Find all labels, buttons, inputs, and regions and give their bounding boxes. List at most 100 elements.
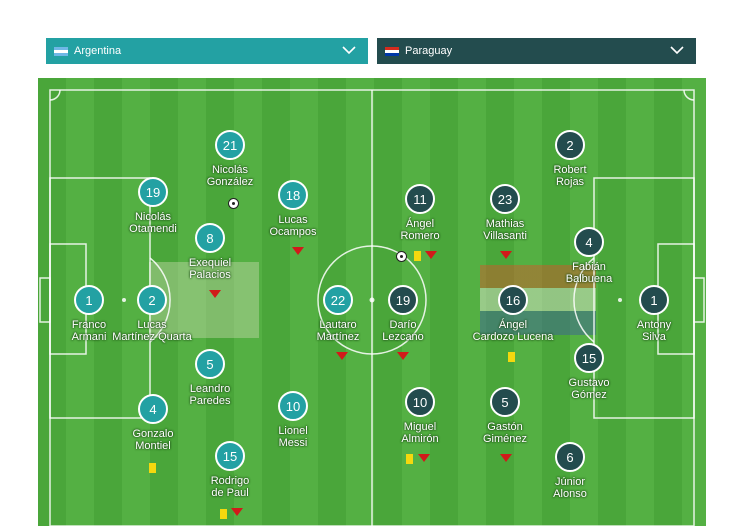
yellow-card-icon (508, 352, 515, 362)
chevron-down-icon (670, 46, 684, 55)
paraguay-flag-icon (385, 46, 399, 56)
player-last-name: Gómez (571, 389, 607, 401)
player-first-name: Ángel (405, 218, 435, 230)
player-number: 1 (639, 285, 669, 315)
substitution-off-icon (292, 247, 304, 255)
player-name: Júnior Alonso (510, 476, 630, 500)
player-first-name: Leandro (189, 383, 231, 395)
player-number: 5 (490, 387, 520, 417)
player-last-name: de Paul (211, 487, 249, 499)
player-number: 10 (405, 387, 435, 417)
substitution-off-icon (500, 251, 512, 259)
player-name: Leandro Paredes (150, 383, 270, 407)
player-number: 19 (138, 177, 168, 207)
player-first-name: Nicolás (134, 211, 172, 223)
player-number: 22 (323, 285, 353, 315)
yellow-card-icon (220, 509, 227, 519)
argentina-flag-icon (54, 46, 68, 56)
player-last-name: Otamendi (129, 223, 177, 235)
player-number: 6 (555, 442, 585, 472)
substitution-off-icon (500, 454, 512, 462)
home-team-selector[interactable]: Argentina (46, 38, 368, 64)
player-number: 15 (574, 343, 604, 373)
player-name: Lucas Martínez Quarta (92, 319, 212, 343)
player-last-name: Martínez (316, 331, 360, 343)
substitution-off-icon (209, 290, 221, 298)
player-name: Franco Armani (29, 319, 149, 343)
player-last-name: Martínez Quarta (112, 331, 192, 343)
player-last-name: Rojas (555, 176, 585, 188)
player-first-name: Lucas (278, 214, 308, 226)
player-name: Darío Lezcano (343, 319, 463, 343)
player-first-name: Gonzalo (132, 428, 174, 440)
player-last-name: Messi (278, 437, 308, 449)
player-name: Robert Rojas (510, 164, 630, 188)
player-number: 4 (574, 227, 604, 257)
player-number: 10 (278, 391, 308, 421)
player-name: Gastón Giménez (445, 421, 565, 445)
player-name: Gonzalo Montiel (93, 428, 213, 452)
player-last-name: Armani (71, 331, 107, 343)
player-name: Miguel Almirón (360, 421, 480, 445)
player-last-name: Balbuena (565, 273, 613, 285)
player-number: 19 (388, 285, 418, 315)
player-first-name: Lucas (137, 319, 167, 331)
player-last-name: Villasanti (483, 230, 527, 242)
player-name: Antony Silva (594, 319, 714, 343)
player-first-name: Júnior (555, 476, 585, 488)
home-heatmap-zone (149, 262, 259, 338)
yellow-card-icon (149, 463, 156, 473)
yellow-card-icon (406, 454, 413, 464)
player-first-name: Nicolás (211, 164, 249, 176)
chevron-down-icon (342, 46, 356, 55)
player-last-name: Ocampos (269, 226, 317, 238)
player-name: Nicolás González (170, 164, 290, 188)
substitution-off-icon (418, 454, 430, 462)
player-first-name: Franco (71, 319, 107, 331)
player-last-name: Cardozo Lucena (472, 331, 554, 343)
goal-ball-icon (396, 251, 407, 262)
player-name: Rodrigo de Paul (170, 475, 290, 499)
player-name: Ángel Cardozo Lucena (453, 319, 573, 343)
player-name: Gustavo Gómez (529, 377, 649, 401)
player-name: Lautaro Martínez (278, 319, 398, 343)
player-last-name: Paredes (189, 395, 231, 407)
player-last-name: Alonso (553, 488, 587, 500)
player-last-name: González (206, 176, 254, 188)
player-first-name: Darío (389, 319, 417, 331)
player-first-name: Gustavo (568, 377, 610, 389)
player-number: 2 (555, 130, 585, 160)
player-number: 21 (215, 130, 245, 160)
player-number: 23 (490, 184, 520, 214)
player-first-name: Lautaro (319, 319, 357, 331)
player-number: 18 (278, 180, 308, 210)
player-name: Nicolás Otamendi (93, 211, 213, 235)
player-last-name: Almirón (401, 433, 439, 445)
player-name: Lionel Messi (233, 425, 353, 449)
player-number: 5 (195, 349, 225, 379)
player-last-name: Montiel (135, 440, 171, 452)
player-last-name: Giménez (482, 433, 528, 445)
away-team-selector[interactable]: Paraguay (377, 38, 696, 64)
player-number: 4 (138, 394, 168, 424)
player-last-name: Romero (400, 230, 440, 242)
player-name: Ángel Romero (360, 218, 480, 242)
player-first-name: Lionel (278, 425, 308, 437)
player-last-name: Silva (642, 331, 666, 343)
player-first-name: Miguel (403, 421, 437, 433)
yellow-card-icon (414, 251, 421, 261)
player-number: 16 (498, 285, 528, 315)
substitution-off-icon (336, 352, 348, 360)
player-first-name: Mathias (485, 218, 525, 230)
player-first-name: Gastón (487, 421, 523, 433)
substitution-off-icon (425, 251, 437, 259)
player-first-name: Robert (553, 164, 587, 176)
player-number: 2 (137, 285, 167, 315)
player-first-name: Antony (636, 319, 672, 331)
player-number: 11 (405, 184, 435, 214)
player-last-name: Palacios (189, 269, 231, 281)
player-number: 15 (215, 441, 245, 471)
player-name: Exequiel Palacios (150, 257, 270, 281)
player-name: Lucas Ocampos (233, 214, 353, 238)
player-first-name: Rodrigo (210, 475, 250, 487)
